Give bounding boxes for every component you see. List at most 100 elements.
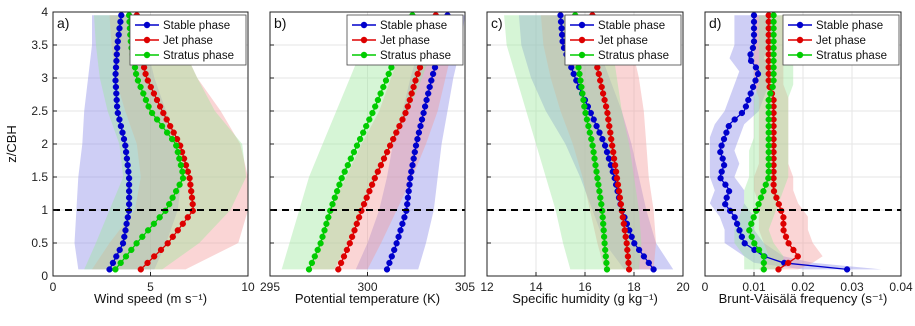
panel-label: a) [57,15,69,31]
data-point [112,77,119,84]
data-point [418,116,426,123]
data-point [722,201,729,208]
data-point [624,246,631,254]
data-point [595,70,602,78]
data-point [762,181,769,188]
data-point [188,194,196,201]
data-point [158,122,166,130]
x-tick-label: 305 [455,280,475,294]
data-point [132,70,140,78]
data-point [731,214,738,221]
data-point [736,227,743,234]
data-point [578,83,585,91]
data-point [757,194,765,201]
data-point [368,181,376,188]
data-point [338,175,345,182]
data-point [360,201,368,208]
data-point [187,181,194,188]
data-point [414,70,421,78]
data-point [319,233,326,240]
legend-marker [796,36,804,44]
data-point [745,96,752,104]
data-point [405,188,412,195]
legend-entry: Jet phase [816,35,866,47]
data-point [395,233,402,240]
data-point [412,142,420,149]
data-point [755,246,763,254]
data-point [623,240,630,247]
data-point [770,18,777,25]
y-tick-label: 0 [41,269,48,283]
data-point [421,103,429,110]
data-point [599,214,606,221]
data-point [770,51,777,58]
x-axis-label: Specific humidity (g kg⁻¹) [512,291,658,306]
data-point [770,57,777,65]
data-point [624,253,632,260]
data-point [719,155,726,162]
data-point [113,96,120,104]
data-point [341,168,348,175]
legend-entry: Jet phase [163,35,213,47]
legend: Stable phase Jet phase Stratus phase [346,14,464,66]
data-point [122,142,129,149]
data-point [145,103,152,110]
data-point [720,162,728,169]
legend-entry: Stratus phase [380,50,451,62]
data-point [164,240,171,247]
data-point [607,129,614,136]
legend-entry: Stratus phase [163,50,234,62]
data-point [601,96,608,104]
legend-entry: Stratus phase [598,50,669,62]
data-point [593,122,600,130]
data-point [333,188,341,195]
data-point [557,18,565,25]
data-point [600,233,608,240]
data-point [570,70,577,78]
y-axis-label: z/CBH [4,125,19,163]
data-point [747,51,754,58]
data-point [116,25,123,32]
data-point [157,246,165,254]
data-point [113,103,121,110]
data-point [615,188,623,195]
data-point [741,240,748,247]
data-point [600,227,607,234]
data-point [188,188,195,195]
band-2 [92,15,248,270]
data-point [770,77,777,84]
data-point [377,162,385,169]
band-3 [504,15,642,270]
x-tick-label: 0.01 [742,280,766,294]
data-point [589,142,596,149]
data-point [122,227,129,234]
data-point [119,129,126,136]
band-1 [355,15,465,270]
data-point [404,103,411,110]
data-point [406,181,413,188]
data-point [750,31,758,38]
data-point [586,129,593,136]
x-tick-label: 0.02 [791,280,815,294]
data-point [738,233,746,240]
data-point [363,194,370,201]
x-axis-label: Wind speed (m s⁻¹) [94,291,207,306]
data-point [613,175,621,182]
legend-marker [360,36,368,44]
legend-entry: Stable phase [380,20,447,32]
data-point [386,259,393,267]
data-point [602,246,609,254]
data-point [115,31,122,38]
data-point [603,259,610,267]
panel-2: 295 300 305 Potential temperature (K) b) Stab… [260,11,475,306]
data-point [116,246,123,254]
data-point [612,168,620,175]
data-point [760,188,767,195]
data-point [396,122,403,130]
data-point [775,266,782,273]
data-point [426,83,433,91]
data-point [576,70,583,78]
data-point [770,44,777,52]
data-point [765,162,772,169]
data-point [123,220,130,227]
